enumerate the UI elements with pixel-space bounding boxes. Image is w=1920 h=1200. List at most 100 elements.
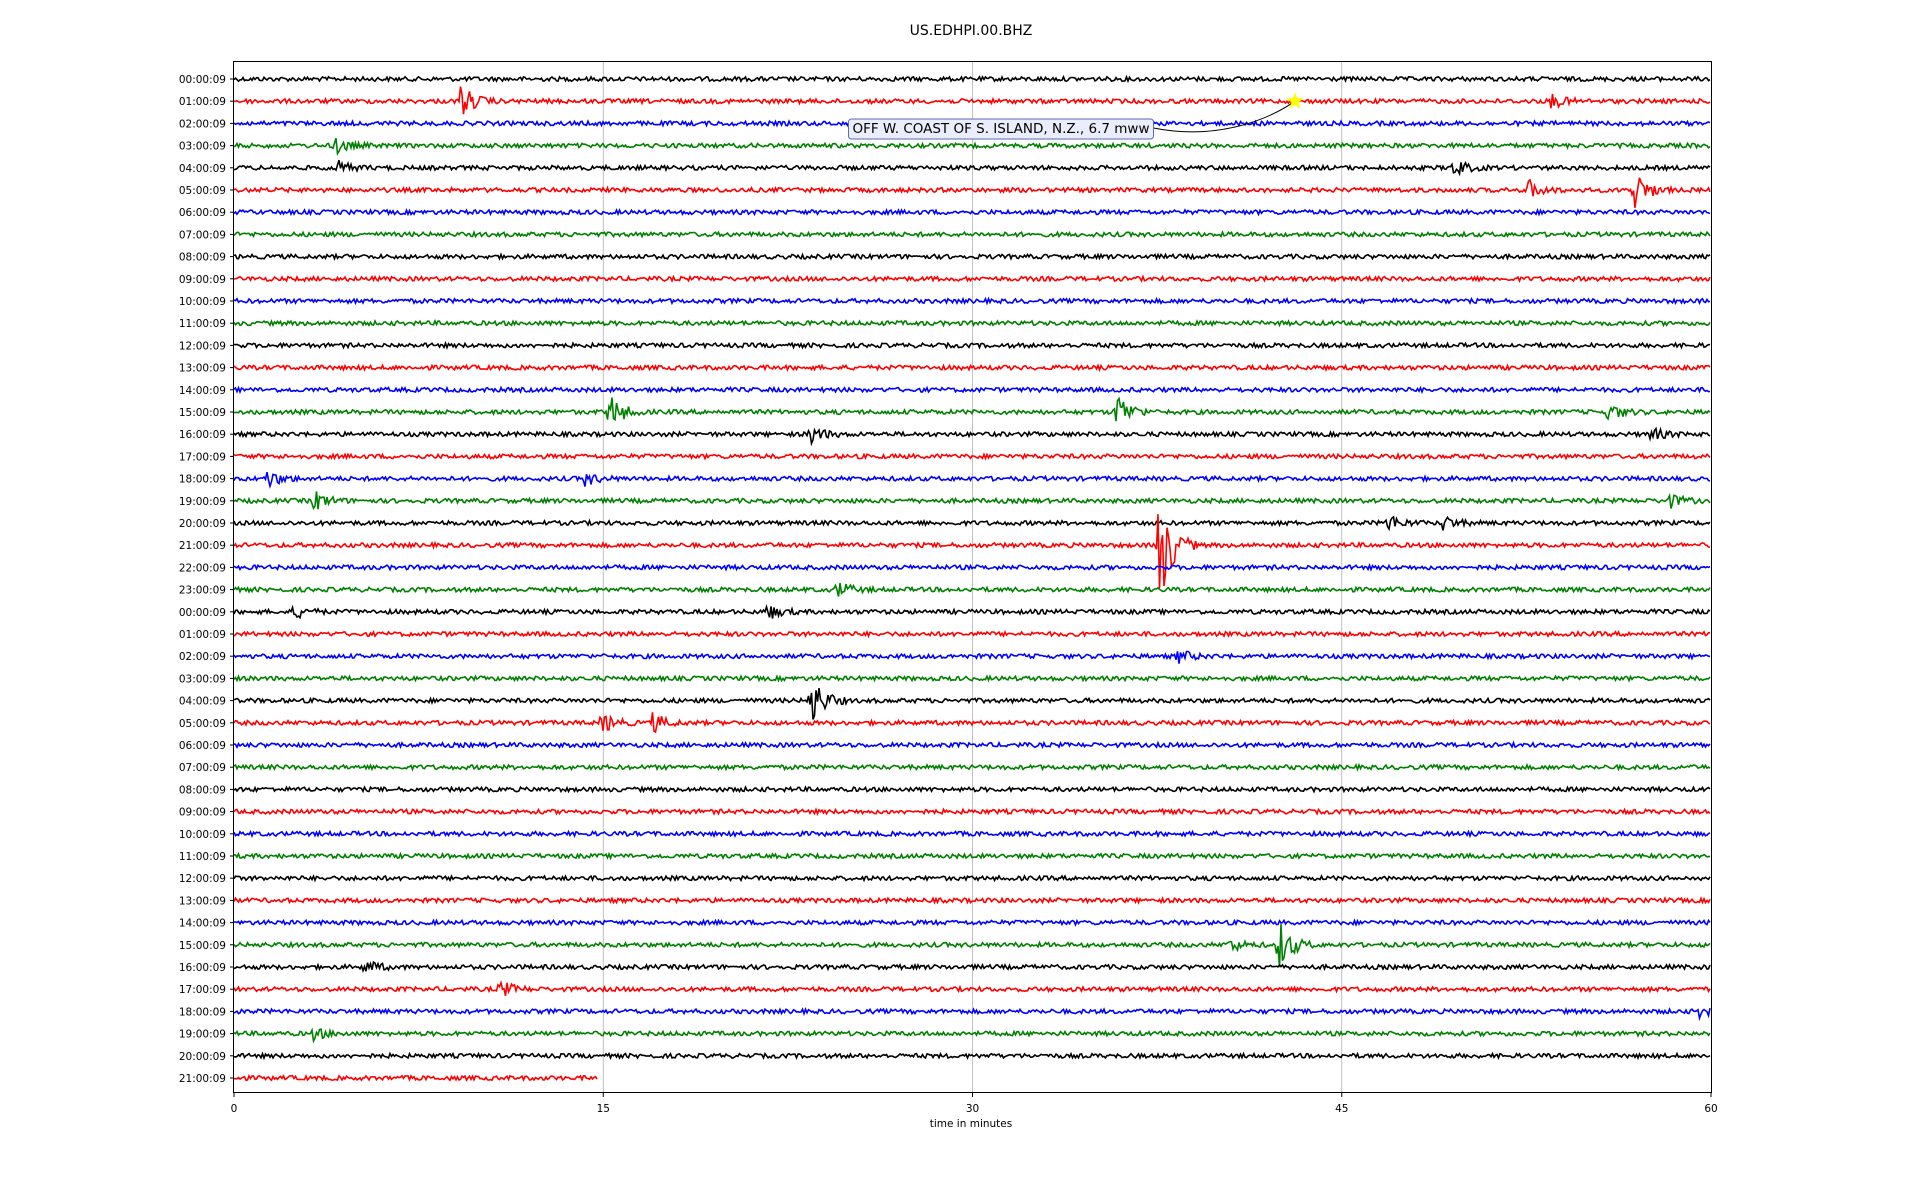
y-tick-label: 20:00:09: [179, 518, 226, 530]
trace-row: [233, 296, 1711, 306]
trace-row: [233, 177, 1711, 208]
y-tick-label: 07:00:09: [179, 229, 226, 241]
trace-row: [233, 687, 1711, 720]
y-tick-label: 08:00:09: [179, 252, 226, 264]
trace-row: [233, 385, 1711, 395]
y-tick-label: 04:00:09: [179, 163, 226, 175]
y-tick-label: 18:00:09: [179, 1006, 226, 1018]
y-tick-label: 02:00:09: [179, 651, 226, 663]
y-tick-label: 02:00:09: [179, 118, 226, 130]
trace-row: [233, 396, 1711, 422]
trace-row: [233, 1051, 1711, 1061]
trace-row: [233, 1006, 1711, 1022]
y-tick-label: 12:00:09: [179, 340, 226, 352]
y-tick-label: 10:00:09: [179, 829, 226, 841]
trace-row: [233, 229, 1711, 239]
plot-frame: [233, 61, 1712, 1093]
y-tick-label: 11:00:09: [179, 851, 226, 863]
trace-row: [233, 603, 1711, 620]
y-tick-label: 12:00:09: [179, 873, 226, 885]
trace-row: [233, 960, 1711, 974]
y-tick-label: 21:00:09: [179, 540, 226, 552]
y-tick-label: 07:00:09: [179, 762, 226, 774]
trace-row: [233, 207, 1711, 217]
x-tick-label: 15: [597, 1103, 610, 1115]
y-tick-label: 10:00:09: [179, 296, 226, 308]
x-tick-labels: 0 15 30 45 60: [231, 1092, 1718, 1115]
y-tick-label: 14:00:09: [179, 918, 226, 930]
y-tick-label: 17:00:09: [179, 451, 226, 463]
y-tick-label: 13:00:09: [179, 895, 226, 907]
y-tick-label: 17:00:09: [179, 984, 226, 996]
trace-row: [233, 650, 1711, 664]
y-tick-label: 05:00:09: [179, 718, 226, 730]
trace-row: [233, 1073, 598, 1082]
trace-row: [233, 363, 1711, 373]
y-tick-label: 14:00:09: [179, 385, 226, 397]
y-tick-label: 06:00:09: [179, 740, 226, 752]
trace-row: [233, 137, 1711, 156]
y-tick-labels: 00:00:09 01:00:09 02:00:09 03:00:09 04:00:09…: [179, 74, 234, 1085]
annotation-label: OFF W. COAST OF S. ISLAND, N.Z., 6.7 mww: [852, 121, 1149, 137]
event-annotation: OFF W. COAST OF S. ISLAND, N.Z., 6.7 mww: [847, 92, 1304, 140]
y-tick-label: 13:00:09: [179, 363, 226, 375]
trace-row: [233, 471, 1711, 489]
x-tick-label: 30: [966, 1103, 979, 1115]
y-tick-label: 03:00:09: [179, 141, 226, 153]
trace-row: [233, 340, 1711, 350]
trace-row: [233, 514, 1711, 589]
trace-row: [234, 851, 1711, 861]
y-tick-label: 23:00:09: [179, 585, 226, 597]
y-tick-label: 01:00:09: [179, 96, 226, 108]
trace-row: [234, 86, 1711, 115]
y-tick-label: 04:00:09: [179, 696, 226, 708]
trace-row: [233, 807, 1711, 817]
y-tick-label: 03:00:09: [179, 673, 226, 685]
trace-row: [233, 712, 1711, 734]
y-tick-label: 08:00:09: [179, 784, 226, 796]
y-tick-label: 00:00:09: [179, 74, 226, 86]
trace-row: [233, 740, 1711, 750]
trace-row: [233, 515, 1711, 532]
trace-row: [233, 426, 1711, 447]
trace-row: [233, 829, 1711, 839]
trace-row: [233, 451, 1711, 461]
trace-row: [233, 1027, 1711, 1044]
chart-title: US.EDHPI.00.BHZ: [910, 23, 1033, 39]
x-tick-label: 60: [1704, 1103, 1717, 1115]
y-tick-label: 09:00:09: [179, 807, 226, 819]
y-tick-label: 15:00:09: [179, 407, 226, 419]
trace-row: [233, 762, 1711, 772]
event-star-marker: [1286, 92, 1304, 109]
trace-row: [233, 74, 1711, 84]
trace-row: [233, 318, 1711, 328]
y-tick-label: 22:00:09: [179, 562, 226, 574]
y-tick-label: 00:00:09: [179, 607, 226, 619]
y-tick-label: 16:00:09: [179, 962, 226, 974]
y-tick-label: 21:00:09: [179, 1073, 226, 1085]
y-tick-label: 01:00:09: [179, 629, 226, 641]
annotation-connector: [1153, 100, 1296, 133]
trace-row: [233, 924, 1711, 968]
y-tick-label: 11:00:09: [179, 318, 226, 330]
x-tick-label: 45: [1335, 1103, 1348, 1115]
grid-lines: [602, 62, 1343, 1092]
trace-row: [233, 252, 1711, 262]
y-tick-label: 18:00:09: [179, 474, 226, 486]
trace-row: [233, 274, 1711, 284]
trace-rows: [233, 74, 1711, 1082]
trace-row: [233, 159, 1711, 177]
y-tick-label: 16:00:09: [179, 429, 226, 441]
y-tick-label: 15:00:09: [179, 940, 226, 952]
trace-row: [233, 582, 1711, 597]
y-tick-label: 09:00:09: [179, 274, 226, 286]
trace-row: [233, 562, 1711, 572]
x-tick-label: 0: [231, 1103, 238, 1115]
trace-row: [233, 785, 1711, 794]
trace-row: [234, 918, 1711, 927]
trace-row: [233, 491, 1711, 511]
annotation-box: [847, 118, 1155, 140]
x-axis-label: time in minutes: [930, 1118, 1012, 1130]
y-tick-label: 06:00:09: [179, 207, 226, 219]
